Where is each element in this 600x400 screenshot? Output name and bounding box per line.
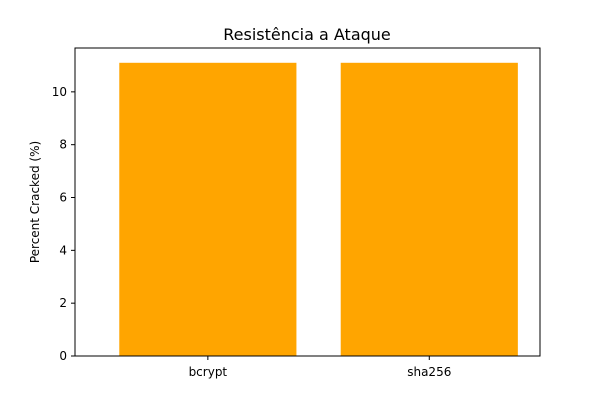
- bars-group: [119, 62, 518, 357]
- y-tick-label: 8: [59, 138, 67, 152]
- y-tick-label: 2: [59, 296, 67, 310]
- plot-frame: [74, 47, 541, 357]
- chart-title: Resistência a Ataque: [223, 25, 391, 44]
- y-axis-label: Percent Cracked (%): [28, 141, 42, 263]
- y-tick-label: 10: [52, 85, 67, 99]
- y-ticks-group: 0 2 4 6 8 10: [52, 85, 75, 363]
- x-tick-label: bcrypt: [189, 365, 228, 379]
- bar-bcrypt: [119, 62, 297, 357]
- bar-sha256: [340, 62, 518, 357]
- y-tick-label: 4: [59, 243, 67, 257]
- y-tick-label: 6: [59, 191, 67, 205]
- y-tick-label: 0: [59, 349, 67, 363]
- x-tick-label: sha256: [407, 365, 451, 379]
- x-ticks-group: bcrypt sha256: [189, 356, 451, 379]
